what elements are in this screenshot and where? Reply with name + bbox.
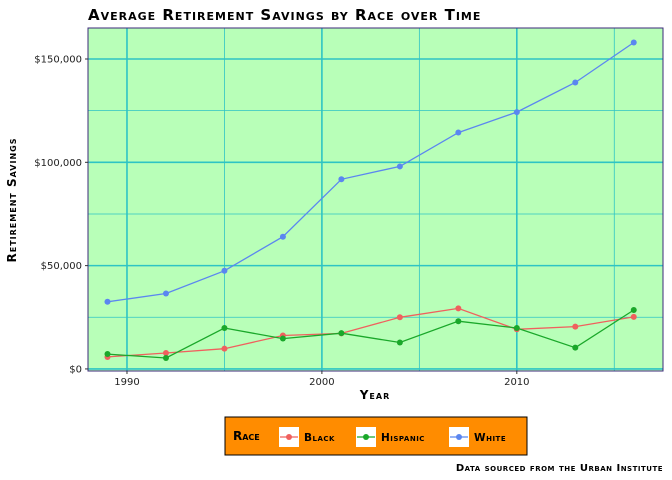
legend: Race Black Hispanic White <box>224 416 528 456</box>
point-white-2004 <box>396 163 403 170</box>
y-tick-label-1: $50,000 <box>41 261 82 272</box>
chart-title: Average Retirement Savings by Race over … <box>88 6 481 24</box>
point-white-1992 <box>162 290 169 297</box>
point-hispanic-2004 <box>396 339 403 346</box>
point-hispanic-2016 <box>630 307 637 314</box>
x-tick-label-0: 1990 <box>114 377 139 388</box>
point-black-1995 <box>221 345 228 352</box>
series-points <box>104 39 637 361</box>
series-lines <box>107 41 635 359</box>
point-white-2016 <box>630 39 637 46</box>
y-tick-label-0: $0 <box>69 364 82 375</box>
point-hispanic-2013 <box>572 344 579 351</box>
x-tick-label-1: 2000 <box>309 377 334 388</box>
point-black-2004 <box>396 314 403 321</box>
point-hispanic-1989 <box>104 351 111 358</box>
point-black-1992 <box>162 350 169 357</box>
legend-label-black: Black <box>304 432 335 444</box>
legend-items: Black Hispanic White <box>279 427 506 447</box>
point-white-2001 <box>338 176 345 183</box>
point-hispanic-1995 <box>221 325 228 332</box>
legend-label-hispanic: Hispanic <box>381 432 425 444</box>
point-hispanic-1992 <box>162 354 169 361</box>
point-hispanic-2010 <box>513 325 520 332</box>
point-black-2007 <box>455 305 462 312</box>
y-tick-label-2: $100,000 <box>34 158 82 169</box>
point-white-2010 <box>513 109 520 116</box>
legend-title: Race <box>233 429 260 443</box>
point-hispanic-2007 <box>455 318 462 325</box>
y-axis-title: Retirement Savings <box>5 137 19 262</box>
legend-label-white: White <box>474 432 506 444</box>
tick-labels: 1990 2000 2010 $0 $50,000 $100,000 $150,000 <box>34 54 529 388</box>
point-white-1989 <box>104 298 111 305</box>
point-white-1998 <box>279 233 286 240</box>
point-hispanic-1998 <box>279 335 286 342</box>
series-line-black <box>107 307 634 358</box>
axes <box>87 27 664 372</box>
legend-key-point-hispanic <box>363 434 369 440</box>
series-line-white <box>107 41 635 303</box>
point-white-1995 <box>221 267 228 274</box>
gridlines <box>88 28 663 371</box>
point-hispanic-2001 <box>338 330 345 337</box>
plot-background <box>88 28 663 371</box>
point-white-2013 <box>572 79 579 86</box>
legend-key-point-black <box>286 434 292 440</box>
point-black-2013 <box>572 323 579 330</box>
legend-key-point-white <box>456 434 462 440</box>
point-white-2007 <box>455 129 462 136</box>
plot-border <box>87 27 664 372</box>
point-black-2016 <box>630 313 637 320</box>
series-line-hispanic <box>107 309 635 359</box>
chart-caption: Data sourced from the Urban Institute <box>456 463 663 474</box>
x-tick-label-2: 2010 <box>504 377 529 388</box>
y-tick-label-3: $150,000 <box>34 54 82 65</box>
x-axis-title: Year <box>359 388 391 402</box>
